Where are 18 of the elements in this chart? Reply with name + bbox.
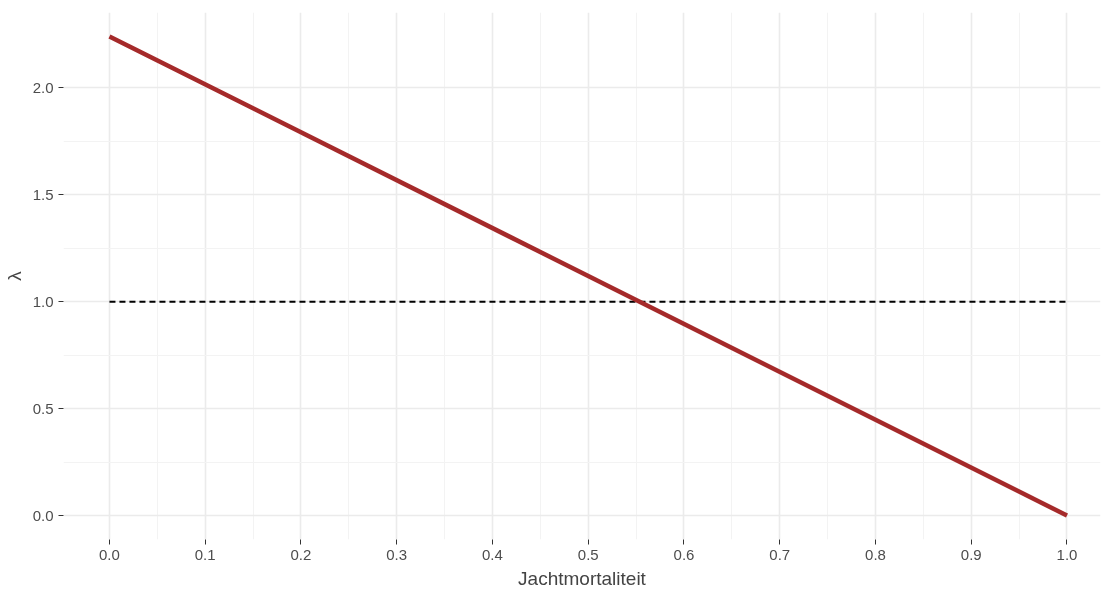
x-tick-label: 0.4 — [482, 545, 503, 563]
y-tick-label: 2.0 — [32, 78, 54, 96]
y-tick-label: 0.0 — [32, 506, 54, 524]
x-tick-label: 0.3 — [386, 545, 408, 563]
x-tick-label: 0.2 — [290, 545, 312, 563]
x-tick-label: 0.1 — [194, 545, 216, 563]
y-tick-label: 0.5 — [32, 399, 54, 417]
y-tick-label: 1.5 — [32, 185, 54, 203]
x-tick-label: 0.7 — [769, 545, 791, 563]
x-tick-label: 0.5 — [577, 545, 599, 563]
x-axis-title: Jachtmortaliteit — [518, 567, 647, 589]
x-tick-label: 0.0 — [99, 545, 120, 563]
x-tick-label: 1.0 — [1056, 545, 1078, 563]
y-axis-title: λ — [3, 270, 25, 281]
x-tick-label: 0.8 — [865, 545, 886, 563]
y-tick-label: 1.0 — [32, 292, 54, 310]
x-tick-label: 0.6 — [673, 545, 695, 563]
x-tick-label: 0.9 — [960, 545, 982, 563]
